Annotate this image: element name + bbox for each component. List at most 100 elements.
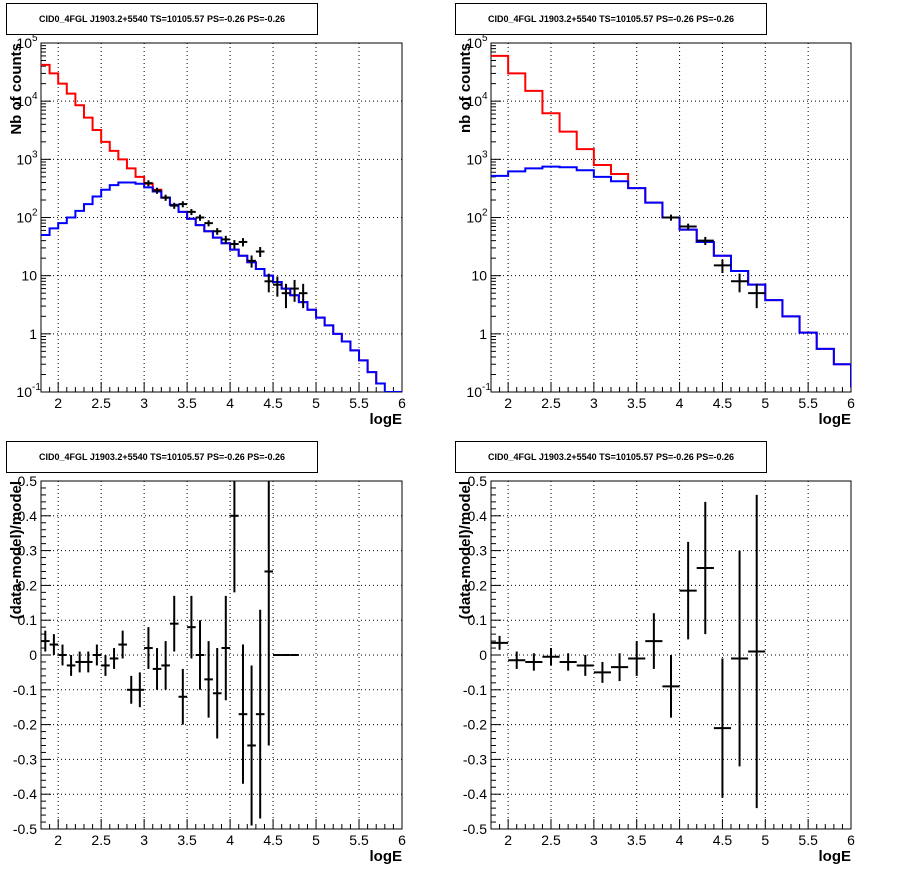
data-point [204,220,213,227]
data-point [662,214,680,221]
chart-title: CID0_4FGL J1903.2+5540 TS=10105.57 PS=-0… [455,441,767,473]
y-axis-label: Nb of counts [8,43,25,135]
data-point [187,595,196,659]
data-point [221,235,231,244]
grid [41,481,402,829]
data-point [508,651,526,669]
y-tick-label: 0.5 [468,473,488,489]
data-point [178,201,188,208]
chart-title: CID0_4FGL J1903.2+5540 TS=10105.57 PS=-0… [6,3,318,35]
data-point [679,223,697,230]
axis-ticks [40,45,403,393]
x-tick-label: 5 [761,395,769,411]
x-tick-label: 3.5 [627,395,647,411]
data-point [169,202,179,209]
data-point [662,655,680,718]
histogram-series [41,181,402,392]
data-point [126,675,136,704]
y-tick-label: 0.2 [18,577,38,593]
x-tick-label: 5.5 [349,395,369,411]
y-tick-label: 10 [471,268,487,284]
data-point [238,644,248,784]
y-tick-label-exponent: 5 [32,33,38,44]
y-tick-label: -0.3 [13,751,37,767]
y-tick-label: 10 [16,151,32,167]
chart-residual-right: 2 2.5 3 3.5 4 4.5 5 5.5 6 -0.5 -0.4 -0.3 -0.2 -0.1 0 0.… [457,473,855,865]
data-point [696,236,714,245]
data-point [281,283,291,309]
x-tick-label: 3 [590,832,598,848]
chart-residual-left: 2 2.5 3 3.5 4 4.5 5 5.5 6 -0.5 -0.4 -0.3 -0.2 -0.1 0 0.… [8,473,406,865]
data-point [255,247,265,258]
y-axis-label: nb of counts [457,43,474,133]
data-point [298,283,308,309]
plot-area [41,63,402,392]
y-tick-label-exponent: 4 [32,91,38,102]
data-point [264,273,274,293]
y-tick-label: -0.1 [13,682,37,698]
data-point [525,653,543,671]
data-point [49,634,59,655]
data-point [748,283,766,309]
data-point [92,644,102,666]
data-point [195,620,205,690]
y-tick-label: -0.2 [13,717,37,733]
data-point [713,259,731,273]
y-tick-label-exponent: 3 [32,149,38,160]
y-tick-label: 10 [16,210,32,226]
y-tick-label: 0.5 [18,473,38,489]
x-tick-label: 2.5 [541,832,561,848]
data-point [109,648,119,669]
data-point [66,655,76,676]
plot-area [491,494,766,809]
x-axis-label: logE [819,848,852,865]
chart-title: CID0_4FGL J1903.2+5540 TS=10105.57 PS=-0… [455,3,767,35]
data-point [178,668,188,725]
axis-ticks [40,480,403,830]
x-axis-label: logE [370,848,403,865]
data-point [264,481,274,746]
x-tick-label: 5 [761,832,769,848]
histogram-series [41,63,385,385]
y-tick-label: 10 [466,384,482,400]
y-tick-label: 10 [466,151,482,167]
pad-spectrum-right: 2 2.5 3 3.5 4 4.5 5 5.5 6 10 -1 1 10 10 2 10 3 10 4 10 5 logE… [449,0,898,437]
data-point [212,228,222,235]
data-point [135,672,145,708]
data-point [41,630,50,652]
histogram-series [491,54,851,388]
y-tick-label-exponent: -1 [482,382,491,393]
data-point [679,541,697,640]
y-tick-label-exponent: 2 [482,208,488,219]
data-point [144,627,153,669]
pad-residual-right: 2 2.5 3 3.5 4 4.5 5 5.5 6 -0.5 -0.4 -0.3 -0.2 -0.1 0 0.… [449,437,898,875]
y-tick-label: -0.3 [463,751,487,767]
chart-title: CID0_4FGL J1903.2+5540 TS=10105.57 PS=-0… [6,441,318,473]
data-point [593,661,611,683]
data-point [628,641,646,676]
y-tick-label: 0.1 [18,612,38,628]
data-point [195,214,205,221]
y-tick-label-exponent: 3 [482,149,488,160]
y-tick-label: 0.3 [18,543,38,559]
y-tick-label: -0.1 [463,682,487,698]
x-axis-label: logE [819,411,852,428]
x-tick-label: 5.5 [798,832,818,848]
data-point [118,630,127,659]
data-point [559,653,577,671]
y-tick-label: 0.1 [468,612,488,628]
data-point [230,240,239,249]
y-tick-label: 0 [29,647,37,663]
data-point [230,481,239,593]
y-tick-label: 10 [466,210,482,226]
data-point [247,255,256,268]
x-tick-label: 4 [226,832,234,848]
y-tick-label-exponent: 2 [32,208,38,219]
x-tick-label: 4.5 [263,395,283,411]
x-tick-label: 2 [504,395,512,411]
y-tick-label: -0.2 [463,717,487,733]
data-point [491,635,509,650]
pad-spectrum-left: 2 2.5 3 3.5 4 4.5 5 5.5 6 10 -1 1 10 10 2 10 3 10 4 10 5 logE… [0,0,449,437]
x-tick-label: 2.5 [91,395,111,411]
x-tick-label: 2.5 [91,832,111,848]
